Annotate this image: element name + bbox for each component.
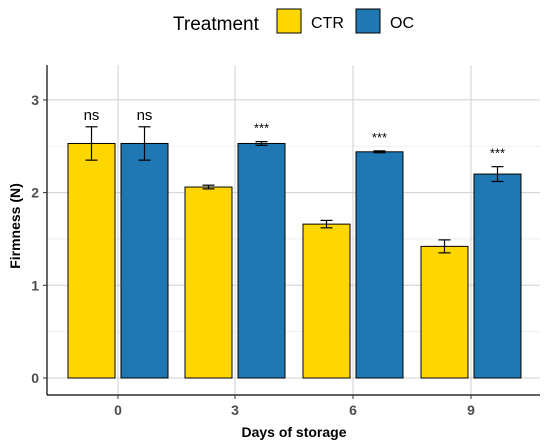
legend: Treatment CTR OC [173, 8, 414, 35]
y-tick-label: 1 [31, 277, 39, 293]
bar-oc-day-6 [355, 151, 404, 379]
error-bar-oc-day-9 [491, 166, 504, 183]
x-tick-label: 0 [114, 402, 122, 418]
error-bars [85, 126, 504, 254]
y-axis-title: Firmness (N) [7, 183, 23, 269]
legend-label-ctr: CTR [311, 15, 344, 32]
error-bar-ctr-day-9 [438, 239, 451, 254]
error-bar-oc-day-0 [138, 126, 151, 161]
significance-label: ns [137, 107, 153, 124]
x-tick-label: 9 [467, 402, 475, 418]
significance-label: ns [84, 107, 100, 124]
legend-label-oc: OC [390, 15, 414, 32]
significance-label: *** [372, 130, 387, 145]
error-bar-oc-day-6 [373, 150, 386, 154]
y-tick-labels: 0 1 2 3 [31, 92, 39, 386]
x-tick-labels: 0 3 6 9 [114, 402, 475, 418]
x-axis-title: Days of storage [241, 424, 346, 440]
legend-swatch-ctr [276, 8, 302, 34]
bar-oc-day-3 [237, 142, 286, 379]
error-bar-ctr-day-3 [202, 184, 215, 190]
significance-labels: ns ns *** *** *** [84, 107, 506, 161]
bars [67, 142, 522, 379]
bar-ctr-day-6 [302, 223, 351, 379]
bar-ctr-day-3 [184, 186, 233, 379]
significance-label: *** [254, 121, 269, 136]
error-bar-oc-day-3 [255, 141, 268, 146]
bar-oc-day-9 [473, 173, 522, 379]
y-tick-label: 3 [31, 92, 39, 108]
axes [43, 65, 540, 399]
error-bar-ctr-day-6 [320, 219, 333, 229]
y-tick-label: 0 [31, 370, 39, 386]
legend-title: Treatment [173, 14, 260, 35]
x-tick-label: 6 [349, 402, 357, 418]
significance-label: *** [490, 146, 505, 161]
x-tick-label: 3 [231, 402, 239, 418]
bar-ctr-day-0 [67, 142, 116, 379]
y-tick-label: 2 [31, 185, 39, 201]
bar-oc-day-0 [120, 142, 169, 379]
error-bar-ctr-day-0 [85, 126, 98, 161]
legend-swatch-oc [355, 8, 381, 34]
bar-ctr-day-9 [420, 245, 469, 379]
